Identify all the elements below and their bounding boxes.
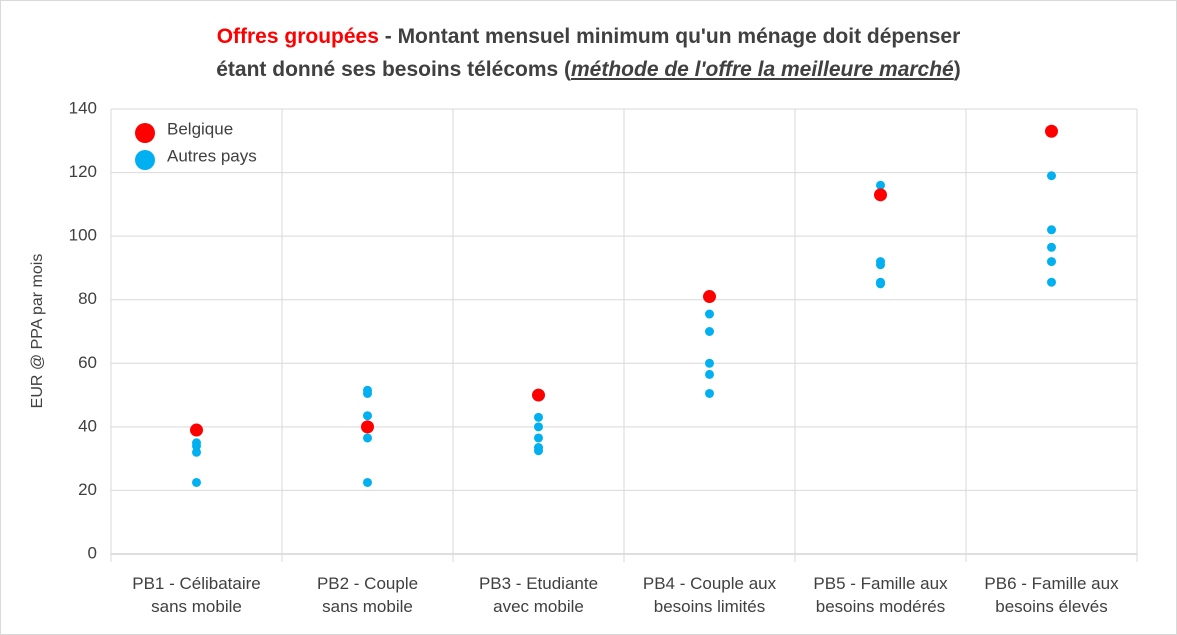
title-part: étant donné ses besoins télécoms (: [216, 58, 571, 81]
point: [876, 180, 885, 190]
point: [705, 309, 714, 319]
point: [363, 477, 372, 487]
point: [705, 358, 714, 368]
point: [361, 420, 374, 434]
legend-label: Autres pays: [167, 146, 257, 165]
point: [1047, 277, 1056, 287]
y-tick-label: 80: [78, 289, 97, 308]
point: [1047, 171, 1056, 181]
x-tick-label: PB6 - Famille aux besoins élevés: [984, 574, 1119, 616]
point: [1045, 124, 1058, 138]
point: [363, 388, 372, 398]
x-tick-label: PB5 - Famille aux besoins modérés: [813, 574, 948, 616]
point: [705, 327, 714, 336]
point: [1047, 242, 1056, 252]
y-tick-label: 60: [78, 353, 97, 372]
point: [534, 433, 543, 443]
y-tick-label: 20: [78, 480, 97, 499]
title-part: - Montant mensuel minimum qu'un ménage d…: [378, 25, 961, 48]
point: [534, 422, 543, 432]
y-tick-label: 40: [78, 416, 97, 435]
y-tick-label: 120: [69, 162, 97, 181]
x-tick-label: PB1 - Célibataire sans mobile: [132, 574, 261, 616]
point: [532, 388, 545, 402]
chart-title: Offres groupées - Montant mensuel minimu…: [0, 20, 1177, 86]
point: [874, 188, 887, 202]
legend-marker: [135, 123, 155, 143]
point: [705, 388, 714, 398]
x-tick-label: PB3 - Etudiante avec mobile: [478, 574, 599, 616]
legend-label: Belgique: [167, 119, 233, 138]
point: [190, 423, 203, 437]
point: [703, 290, 716, 304]
y-tick-label: 100: [69, 226, 97, 245]
point: [192, 477, 201, 487]
title-part: Offres groupées: [216, 25, 379, 48]
title-part: méthode de l'offre la meilleure marché: [571, 58, 954, 81]
point: [363, 433, 372, 443]
point: [705, 369, 714, 379]
y-axis-label: EUR @ PPA par mois: [29, 254, 46, 409]
point: [363, 411, 372, 421]
x-tick-label: PB4 - Couple aux besoins limités: [642, 574, 777, 616]
point: [876, 260, 885, 270]
y-tick-label: 140: [69, 98, 97, 117]
point: [192, 441, 201, 451]
point: [876, 279, 885, 289]
point: [534, 412, 543, 422]
x-tick-label: PB2 - Couple sans mobile: [316, 574, 419, 616]
y-tick-label: 0: [88, 543, 97, 562]
point: [1047, 257, 1056, 267]
point: [192, 447, 201, 457]
legend-marker: [135, 150, 155, 170]
point: [1047, 225, 1056, 235]
title-part: ): [953, 58, 961, 81]
point: [534, 446, 543, 456]
